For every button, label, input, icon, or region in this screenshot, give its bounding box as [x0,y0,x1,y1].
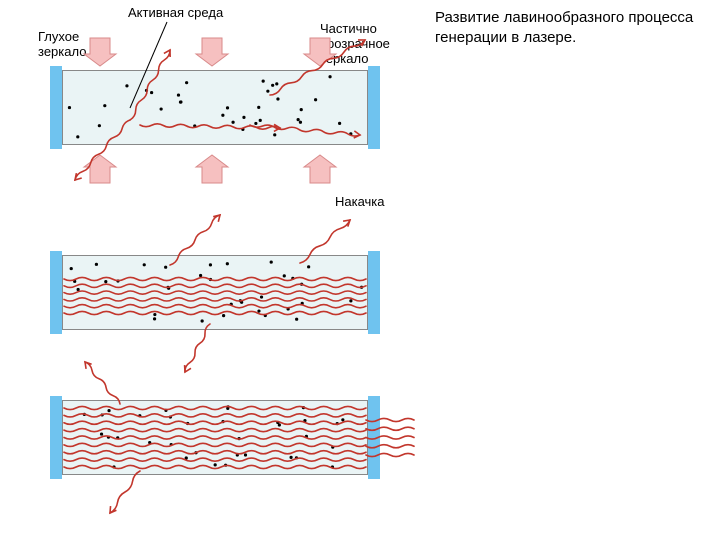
cavity-stage-3 [50,400,380,475]
mirror-right-2 [368,251,380,334]
active-medium-3 [62,400,368,475]
cavity-stage-1 [50,70,380,145]
active-medium-1 [62,70,368,145]
label-right-mirror: Частично прозрачное зеркало [320,22,390,67]
label-pump: Накачка [335,195,385,210]
diagram-area: Активная среда Глухое зеркало Частично п… [0,0,420,540]
mirror-right-1 [368,66,380,149]
mirror-left-3 [50,396,62,479]
label-active-medium: Активная среда [128,6,223,21]
label-left-mirror: Глухое зеркало [38,30,86,60]
cavity-stage-2 [50,255,380,330]
mirror-right-3 [368,396,380,479]
active-medium-2 [62,255,368,330]
caption-text: Развитие лавинообразного процесса генера… [435,8,705,49]
mirror-left-2 [50,251,62,334]
mirror-left-1 [50,66,62,149]
